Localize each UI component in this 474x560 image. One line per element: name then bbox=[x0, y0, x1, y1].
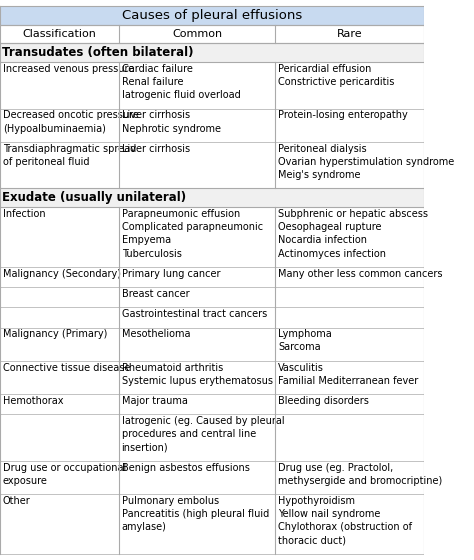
Text: Lymphoma
Sarcoma: Lymphoma Sarcoma bbox=[278, 329, 332, 352]
Text: Malignancy (Secondary): Malignancy (Secondary) bbox=[3, 269, 121, 279]
Text: Hemothorax: Hemothorax bbox=[3, 396, 64, 406]
Text: Common: Common bbox=[172, 29, 222, 39]
FancyBboxPatch shape bbox=[0, 461, 424, 494]
Text: Mesothelioma: Mesothelioma bbox=[122, 329, 190, 339]
Text: Major trauma: Major trauma bbox=[122, 396, 188, 406]
FancyBboxPatch shape bbox=[0, 287, 424, 307]
FancyBboxPatch shape bbox=[0, 62, 424, 109]
Text: Malignancy (Primary): Malignancy (Primary) bbox=[3, 329, 107, 339]
Text: Breast cancer: Breast cancer bbox=[122, 289, 189, 299]
Text: Pulmonary embolus
Pancreatitis (high pleural fluid
amylase): Pulmonary embolus Pancreatitis (high ple… bbox=[122, 496, 269, 533]
FancyBboxPatch shape bbox=[0, 307, 424, 328]
FancyBboxPatch shape bbox=[0, 25, 424, 43]
FancyBboxPatch shape bbox=[0, 142, 424, 188]
Text: Hypothyroidism
Yellow nail syndrome
Chylothorax (obstruction of
thoracic duct): Hypothyroidism Yellow nail syndrome Chyl… bbox=[278, 496, 412, 545]
Text: Many other less common cancers: Many other less common cancers bbox=[278, 269, 443, 279]
Text: Liver cirrhosis
Nephrotic syndrome: Liver cirrhosis Nephrotic syndrome bbox=[122, 110, 220, 133]
Text: Cardiac failure
Renal failure
Iatrogenic fluid overload: Cardiac failure Renal failure Iatrogenic… bbox=[122, 64, 240, 100]
Text: Decreased oncotic pressure
(Hypoalbuminaemia): Decreased oncotic pressure (Hypoalbumina… bbox=[3, 110, 139, 133]
Text: Infection: Infection bbox=[3, 209, 46, 219]
Text: Liver cirrhosis: Liver cirrhosis bbox=[122, 144, 190, 153]
FancyBboxPatch shape bbox=[0, 207, 424, 267]
Text: Rare: Rare bbox=[337, 29, 363, 39]
Text: Peritoneal dialysis
Ovarian hyperstimulation syndrome
Meig's syndrome: Peritoneal dialysis Ovarian hyperstimula… bbox=[278, 144, 455, 180]
FancyBboxPatch shape bbox=[0, 328, 424, 361]
FancyBboxPatch shape bbox=[0, 414, 424, 461]
Text: Increased venous pressure: Increased venous pressure bbox=[3, 64, 134, 74]
Text: Bleeding disorders: Bleeding disorders bbox=[278, 396, 369, 406]
Text: Drug use (eg. Practolol,
methysergide and bromocriptine): Drug use (eg. Practolol, methysergide an… bbox=[278, 463, 443, 486]
Text: Other: Other bbox=[3, 496, 31, 506]
FancyBboxPatch shape bbox=[0, 494, 424, 554]
Text: Connective tissue disease: Connective tissue disease bbox=[3, 363, 130, 372]
Text: Pericardial effusion
Constrictive pericarditis: Pericardial effusion Constrictive perica… bbox=[278, 64, 395, 87]
Text: Causes of pleural effusions: Causes of pleural effusions bbox=[122, 9, 302, 22]
FancyBboxPatch shape bbox=[0, 361, 424, 394]
Text: Benign asbestos effusions: Benign asbestos effusions bbox=[122, 463, 249, 473]
Text: Transudates (often bilateral): Transudates (often bilateral) bbox=[2, 46, 193, 59]
Text: Protein-losing enteropathy: Protein-losing enteropathy bbox=[278, 110, 408, 120]
Text: Transdiaphragmatic spread
of peritoneal fluid: Transdiaphragmatic spread of peritoneal … bbox=[3, 144, 136, 167]
FancyBboxPatch shape bbox=[0, 43, 424, 62]
FancyBboxPatch shape bbox=[0, 6, 424, 25]
FancyBboxPatch shape bbox=[0, 267, 424, 287]
FancyBboxPatch shape bbox=[0, 109, 424, 142]
Text: Classification: Classification bbox=[22, 29, 96, 39]
Text: Subphrenic or hepatic abscess
Oesophageal rupture
Nocardia infection
Actinomyces: Subphrenic or hepatic abscess Oesophagea… bbox=[278, 209, 428, 259]
FancyBboxPatch shape bbox=[0, 188, 424, 207]
FancyBboxPatch shape bbox=[0, 394, 424, 414]
Text: Parapneumonic effusion
Complicated parapneumonic
Empyema
Tuberculosis: Parapneumonic effusion Complicated parap… bbox=[122, 209, 263, 259]
Text: Iatrogenic (eg. Caused by pleural
procedures and central line
insertion): Iatrogenic (eg. Caused by pleural proced… bbox=[122, 416, 284, 452]
Text: Drug use or occupational
exposure: Drug use or occupational exposure bbox=[3, 463, 126, 486]
Text: Gastrointestinal tract cancers: Gastrointestinal tract cancers bbox=[122, 309, 267, 319]
Text: Vasculitis
Familial Mediterranean fever: Vasculitis Familial Mediterranean fever bbox=[278, 363, 419, 386]
Text: Rheumatoid arthritis
Systemic lupus erythematosus: Rheumatoid arthritis Systemic lupus eryt… bbox=[122, 363, 273, 386]
Text: Exudate (usually unilateral): Exudate (usually unilateral) bbox=[2, 192, 186, 204]
Text: Primary lung cancer: Primary lung cancer bbox=[122, 269, 220, 279]
